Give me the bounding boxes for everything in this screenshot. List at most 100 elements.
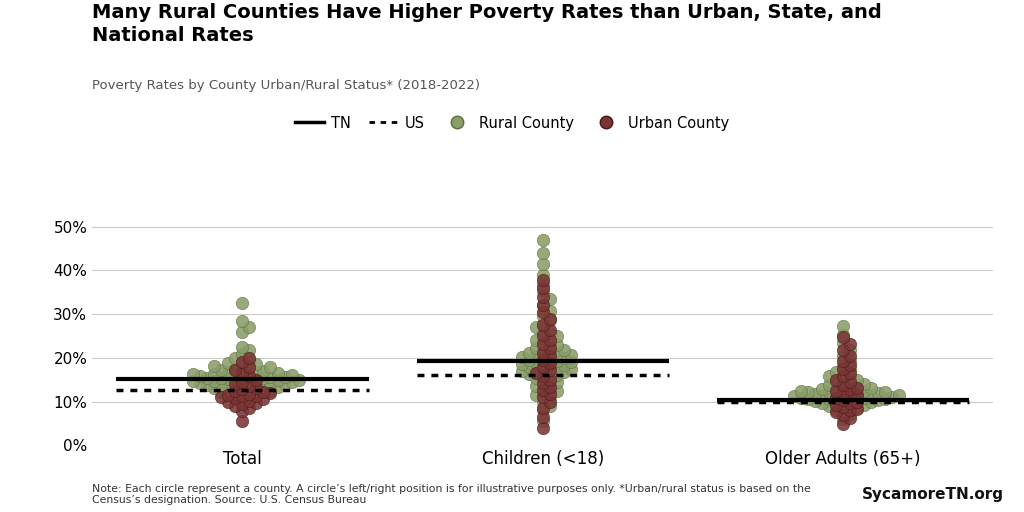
Point: [234, 378, 251, 386]
Point: [542, 369, 558, 377]
Point: [227, 387, 244, 395]
Point: [227, 392, 244, 400]
Point: [535, 393, 551, 401]
Point: [255, 395, 271, 403]
Point: [884, 393, 900, 401]
Point: [821, 402, 838, 410]
Point: [242, 378, 258, 387]
Point: [255, 381, 271, 390]
Point: [248, 360, 264, 369]
Point: [863, 391, 880, 399]
Point: [542, 316, 558, 325]
Point: [220, 382, 237, 390]
Point: [234, 316, 251, 325]
Point: [556, 361, 572, 369]
Point: [549, 332, 565, 340]
Point: [542, 385, 558, 393]
Point: [185, 370, 202, 378]
Point: [842, 396, 858, 404]
Point: [842, 365, 858, 373]
Point: [856, 401, 872, 409]
Point: [262, 362, 279, 371]
Point: [549, 340, 565, 349]
Point: [835, 396, 851, 404]
Point: [549, 356, 565, 365]
Point: [227, 394, 244, 402]
Point: [213, 366, 229, 374]
Point: [549, 378, 565, 386]
Point: [262, 373, 279, 381]
Point: [542, 347, 558, 355]
Point: [535, 292, 551, 301]
Point: [242, 392, 258, 400]
Point: [849, 382, 865, 391]
Point: [276, 373, 293, 381]
Point: [821, 388, 838, 396]
Point: [849, 404, 865, 412]
Point: [276, 380, 293, 388]
Point: [248, 398, 264, 407]
Point: [535, 249, 551, 257]
Point: [234, 407, 251, 415]
Point: [527, 359, 544, 367]
Point: [227, 402, 244, 410]
Point: [284, 378, 300, 386]
Point: [849, 398, 865, 406]
Point: [835, 356, 851, 365]
Point: [248, 392, 264, 400]
Point: [520, 362, 537, 371]
Point: [835, 411, 851, 419]
Point: [542, 344, 558, 352]
Point: [542, 402, 558, 410]
Point: [242, 397, 258, 405]
Point: [535, 417, 551, 425]
Point: [827, 387, 844, 395]
Point: [242, 386, 258, 394]
Point: [835, 323, 851, 331]
Point: [255, 389, 271, 397]
Point: [520, 356, 537, 364]
Point: [535, 371, 551, 379]
Point: [535, 319, 551, 328]
Point: [542, 295, 558, 303]
Point: [549, 350, 565, 358]
Point: [255, 374, 271, 382]
Point: [213, 381, 229, 389]
Point: [234, 357, 251, 366]
Point: [849, 404, 865, 413]
Legend: TN, US, Rural County, Urban County: TN, US, Rural County, Urban County: [289, 110, 735, 136]
Point: [542, 355, 558, 363]
Point: [191, 379, 208, 387]
Point: [835, 393, 851, 401]
Point: [835, 400, 851, 409]
Point: [827, 392, 844, 400]
Point: [535, 308, 551, 316]
Point: [220, 391, 237, 399]
Point: [199, 380, 215, 389]
Point: [213, 393, 229, 401]
Point: [269, 369, 286, 377]
Point: [234, 299, 251, 307]
Point: [234, 417, 251, 425]
Point: [220, 389, 237, 397]
Point: [242, 372, 258, 380]
Point: [821, 395, 838, 403]
Point: [234, 365, 251, 373]
Point: [535, 386, 551, 394]
Point: [513, 360, 529, 368]
Point: [242, 382, 258, 390]
Point: [827, 401, 844, 409]
Point: [842, 357, 858, 366]
Point: [542, 307, 558, 315]
Point: [835, 346, 851, 354]
Point: [835, 365, 851, 373]
Point: [842, 382, 858, 390]
Point: [562, 365, 579, 373]
Point: [248, 376, 264, 384]
Point: [835, 415, 851, 423]
Point: [199, 374, 215, 382]
Point: [527, 391, 544, 399]
Point: [535, 349, 551, 357]
Point: [549, 364, 565, 372]
Point: [835, 419, 851, 428]
